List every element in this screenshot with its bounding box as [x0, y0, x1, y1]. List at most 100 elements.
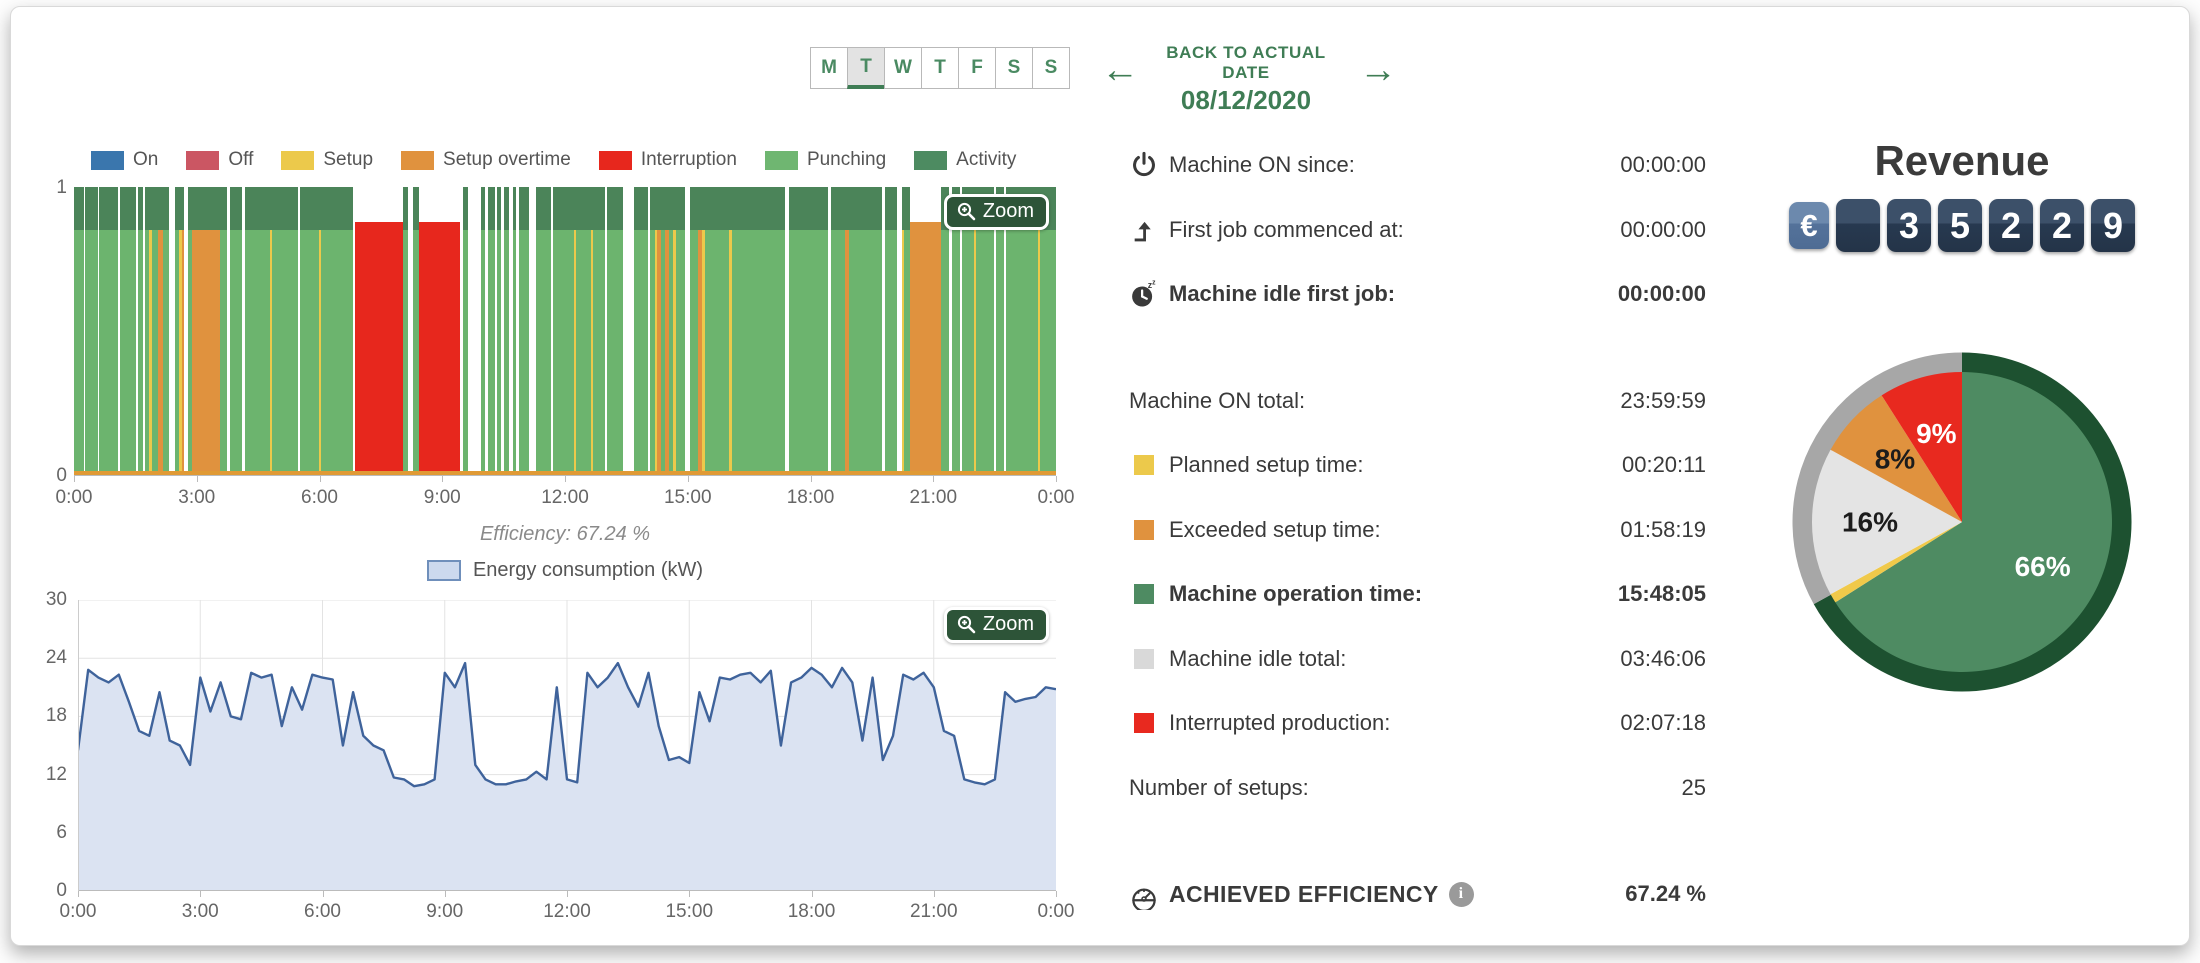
timeline-x-label: 6:00: [301, 487, 338, 508]
timeline-segment-punching: [731, 187, 786, 475]
activity-cap: [137, 187, 144, 231]
activity-cap: [661, 187, 665, 231]
setup-bar: [728, 230, 732, 475]
energy-x-label: 15:00: [665, 901, 714, 922]
digit-tile: 2: [1989, 199, 2033, 252]
activity-cap: [654, 187, 658, 231]
stat-label: Planned setup time:: [1169, 452, 1364, 477]
day-cell-1[interactable]: T: [847, 47, 885, 89]
activity-cap: [593, 187, 605, 231]
energy-x-tick: [78, 891, 79, 897]
activity-cap: [192, 187, 220, 231]
stat-row-machine-operation-time: Machine operation time: 15:48:05: [1129, 576, 1706, 612]
energy-x-tick: [1056, 891, 1057, 897]
timeline-segment-setup-overtime: [657, 187, 662, 475]
activity-cap: [702, 187, 705, 231]
timeline-segment-punching: [271, 187, 298, 475]
stat-row-exceeded-setup-time: Exceeded setup time: 01:58:19: [1129, 512, 1706, 548]
day-cell-5[interactable]: S: [995, 47, 1033, 89]
timeline-baseline: [74, 471, 1056, 475]
setup-overtime-bar: [697, 230, 703, 475]
status-color-swatch: [1129, 644, 1159, 674]
timeline-plot[interactable]: Zoom: [74, 187, 1056, 476]
timeline-x-tick: [196, 476, 198, 482]
activity-cap: [163, 187, 170, 231]
previous-day-arrow[interactable]: ←: [1101, 49, 1139, 91]
timeline-segment-punching: [884, 187, 898, 475]
setup-bar: [973, 230, 977, 475]
magnifier-plus-icon: [957, 202, 976, 221]
timeline-segment-punching: [553, 187, 575, 475]
activity-cap: [151, 187, 159, 231]
timeline-segment-punching: [74, 187, 84, 475]
digit-tile-blank: [1836, 199, 1880, 252]
energy-x-label: 12:00: [543, 901, 591, 922]
gauge-icon: [1129, 879, 1159, 910]
day-cell-2[interactable]: W: [884, 47, 922, 89]
stat-label: Machine operation time:: [1169, 581, 1423, 606]
stat-row-number-of-setups: Number of setups: 25: [1129, 770, 1706, 806]
legend-swatch: [764, 150, 798, 170]
timeline-segment-punching: [675, 187, 686, 475]
day-cell-4[interactable]: F: [958, 47, 996, 89]
energy-x-label: 9:00: [426, 901, 464, 922]
timeline-segment-punching: [462, 187, 469, 475]
timeline-zoom-button[interactable]: Zoom: [943, 194, 1049, 230]
energy-x-tick: [567, 891, 568, 897]
punching-bar: [633, 230, 649, 475]
punching-bar: [518, 230, 529, 475]
legend-item-activity: Activity: [914, 149, 1016, 171]
swatch: [1134, 713, 1154, 733]
stat-label: First job commenced at:: [1169, 216, 1404, 242]
timeline-segment-setup: [590, 187, 594, 475]
back-to-actual-date[interactable]: BACK TO ACTUAL DATE 08/12/2020: [1146, 43, 1346, 116]
timeline-x-tick: [933, 476, 935, 482]
energy-x-label: 3:00: [181, 901, 219, 922]
energy-x-tick: [200, 891, 202, 897]
timeline-segment-punching: [1006, 187, 1038, 475]
activity-cap: [901, 187, 905, 231]
setup-bar: [318, 230, 321, 475]
timeline-segment-punching: [689, 187, 698, 475]
activity-cap: [606, 187, 624, 231]
revenue-pie-svg: 66% 16% 8%9%: [1792, 352, 2132, 692]
activity-cap: [144, 187, 150, 231]
timeline-x-label: 18:00: [786, 487, 835, 508]
timeline-segment-punching: [633, 187, 649, 475]
next-day-arrow[interactable]: →: [1359, 49, 1397, 91]
activity-cap: [85, 187, 98, 231]
timeline-segment-punching: [996, 187, 1005, 475]
energy-zoom-button[interactable]: Zoom: [943, 607, 1049, 643]
activity-cap: [402, 187, 408, 231]
activity-cap: [187, 187, 193, 231]
legend-swatch: [281, 150, 315, 170]
zoom-button-label: Zoom: [982, 200, 1034, 222]
revenue-pie-chart: 66% 16% 8% 9%: [1791, 351, 2133, 693]
timeline-segment-punching: [187, 187, 193, 475]
timeline-x-tick: [319, 476, 321, 482]
timeline-segment-punching: [704, 187, 729, 475]
power-icon: [1129, 150, 1159, 180]
punching-bar: [512, 230, 517, 475]
activity-cap: [269, 187, 272, 231]
timeline-x-tick: [687, 476, 689, 482]
swatch: [1134, 519, 1154, 540]
timeline-x-tick: [74, 476, 75, 482]
punching-bar: [144, 230, 150, 475]
punching-bar: [229, 230, 243, 475]
swatch: [1134, 455, 1154, 475]
punching-bar: [884, 230, 898, 475]
energy-plot[interactable]: Zoom: [76, 599, 1057, 892]
day-cell-0[interactable]: M: [810, 47, 848, 89]
activity-cap: [664, 187, 669, 231]
punching-bar: [99, 230, 118, 475]
interruption-bar: [354, 221, 403, 475]
day-cell-3[interactable]: T: [921, 47, 959, 89]
timeline-segment-punching: [151, 187, 159, 475]
currency-tile: €: [1789, 202, 1829, 249]
day-cell-6[interactable]: S: [1032, 47, 1070, 89]
timeline-segment-punching: [144, 187, 150, 475]
setup-bar: [654, 230, 658, 475]
info-icon[interactable]: i: [1448, 881, 1474, 907]
timeline-segment-punching: [163, 187, 170, 475]
